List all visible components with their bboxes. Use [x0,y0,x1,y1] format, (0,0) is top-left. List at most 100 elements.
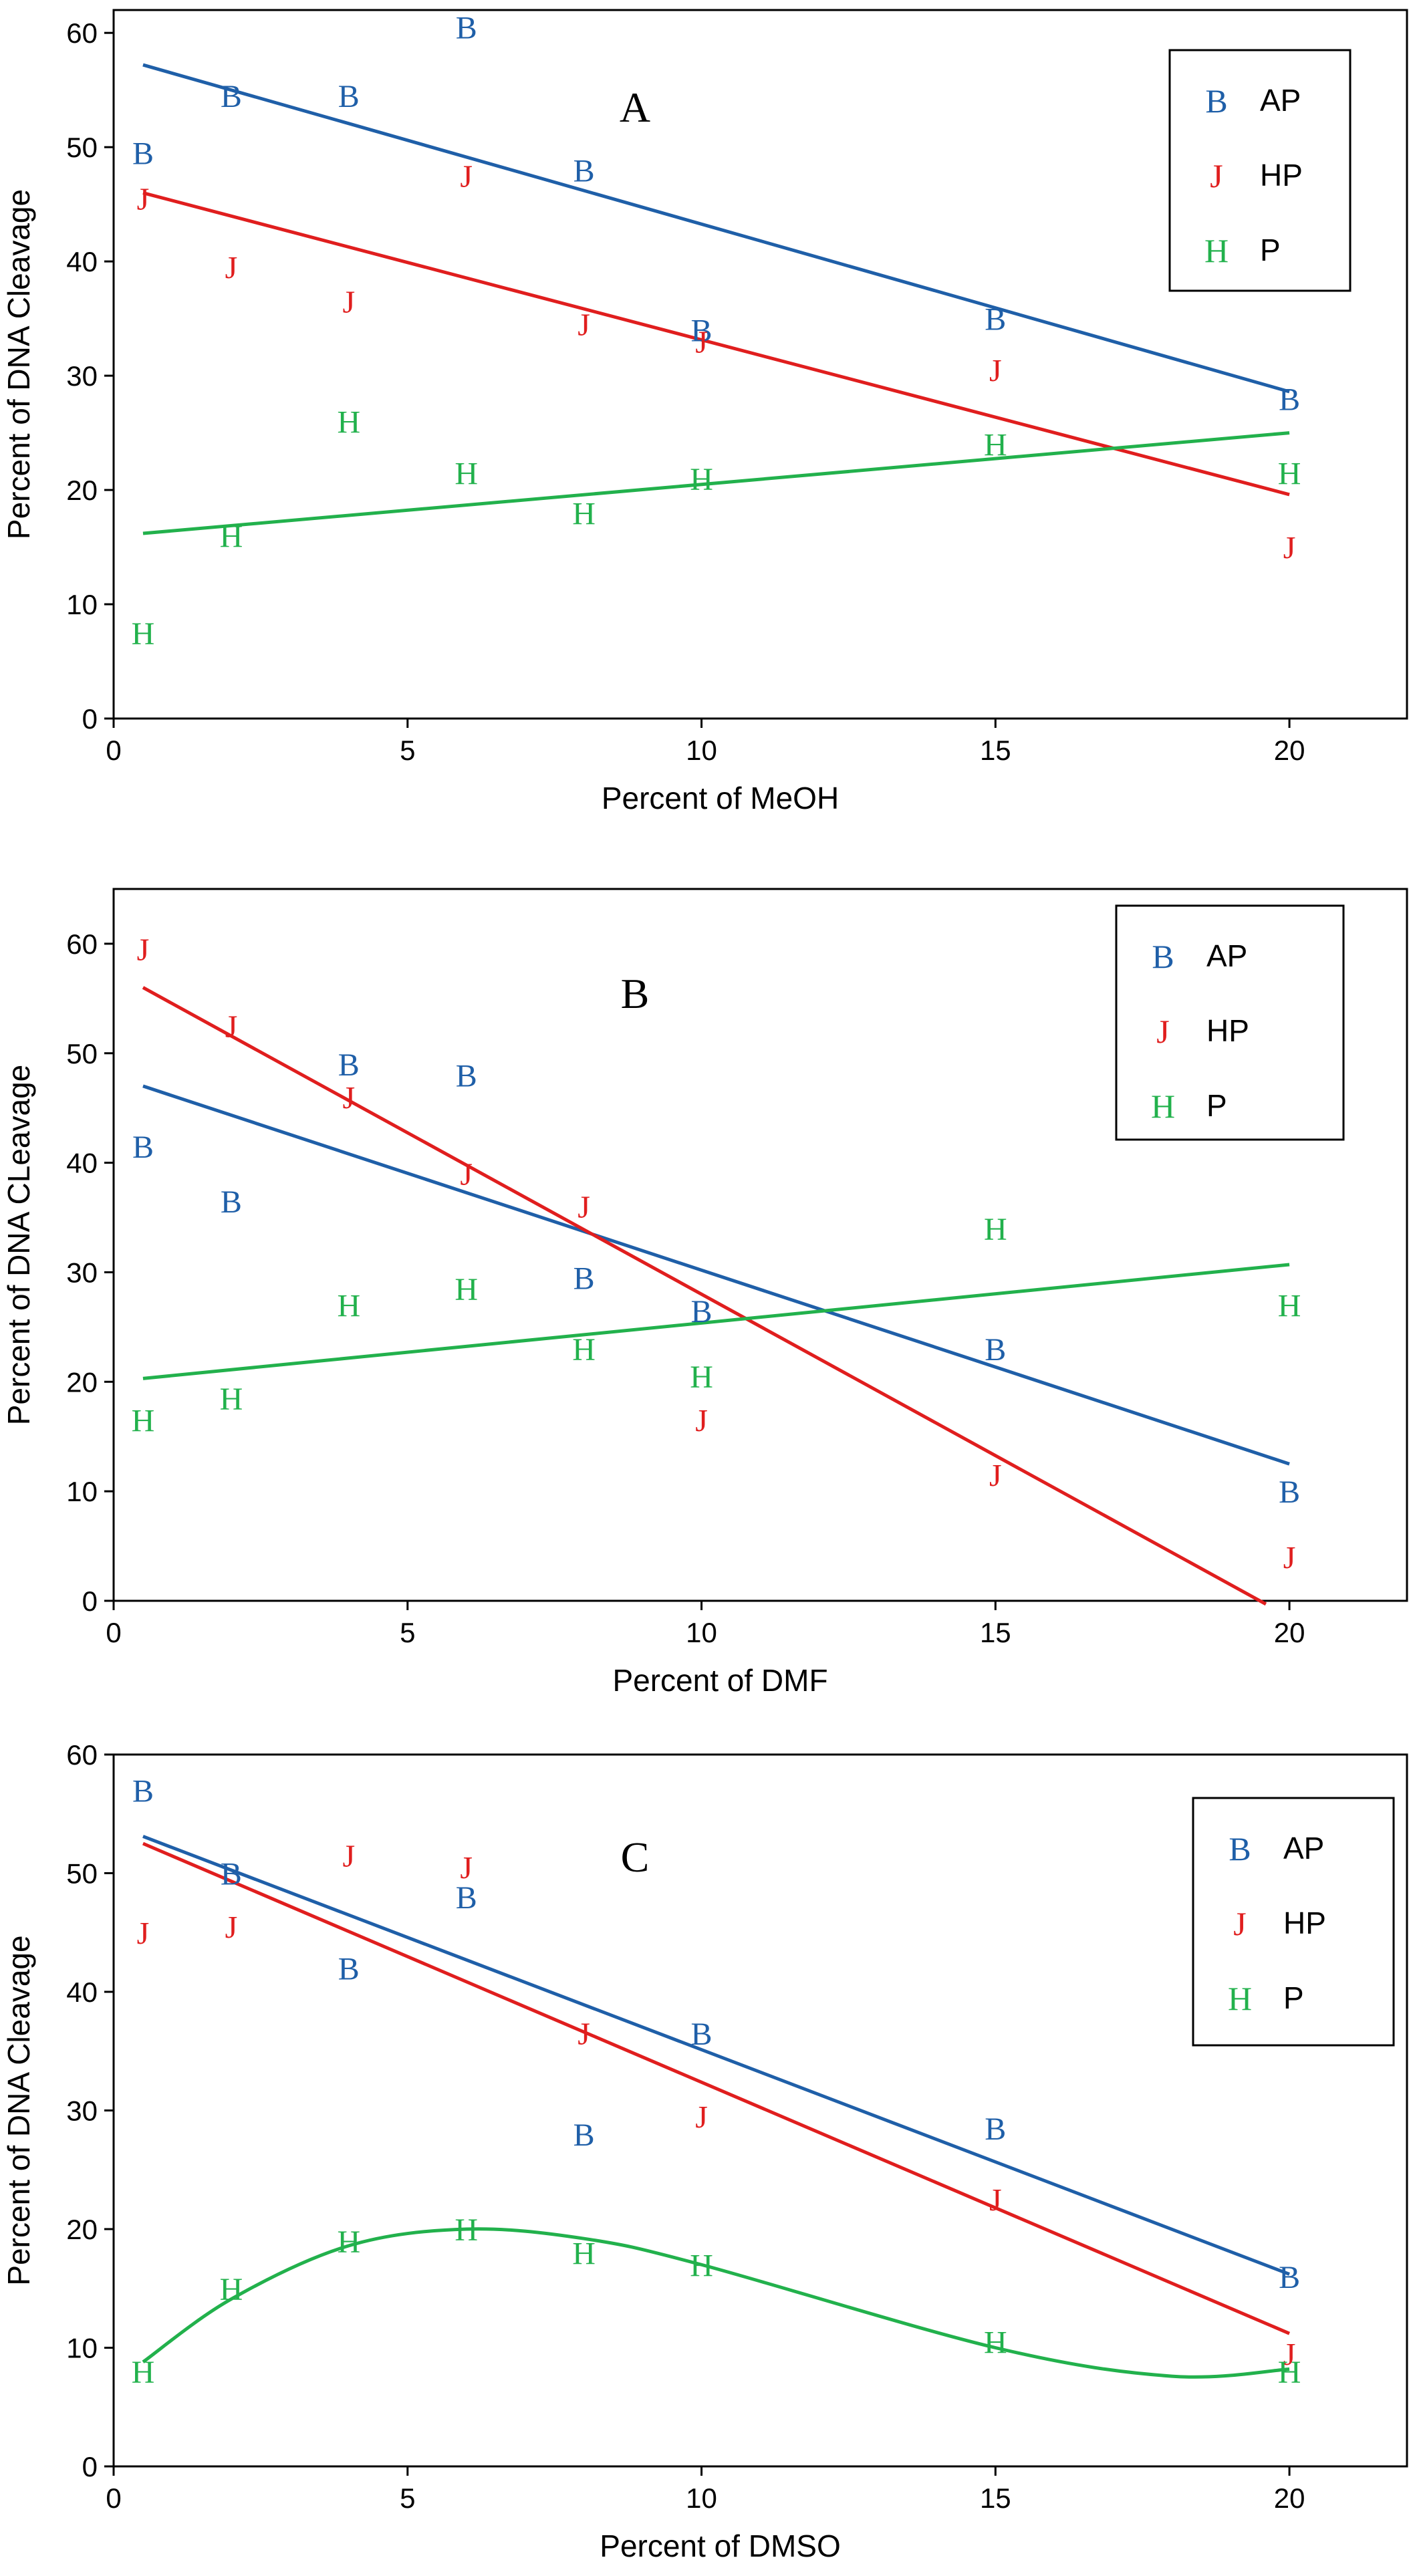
panel-label: A [620,84,650,131]
data-point-ap: B [985,2111,1006,2147]
y-tick-label: 0 [82,2451,98,2482]
chart-panel-c: 0 5 10 15 20 0 10 20 30 40 50 60 Percent of DMSO Perc… [1,1739,1408,2563]
legend: B APJ HPH P [1115,904,1345,1141]
data-point-hp: J [460,1157,473,1192]
x-tick-label: 15 [980,1617,1011,1648]
y-axis-title: Percent of DNA Cleavage [1,189,36,539]
data-point-p: H [220,1382,243,1417]
legend-box [1192,1797,1395,2047]
fit-line-hp [142,986,1267,1606]
data-point-ap: B [1279,2260,1300,2295]
y-tick-label: 40 [66,246,98,277]
data-point-p: H [220,519,243,554]
legend-label: HP [1283,1906,1326,1940]
data-point-p: H [572,2236,596,2272]
data-point-ap: B [132,1130,154,1165]
legend-label: HP [1260,158,1303,192]
data-point-ap: B [221,1184,242,1220]
legend-label: P [1283,1980,1304,2015]
data-point-hp: J [695,2099,708,2135]
legend-symbol: H [1204,232,1229,269]
fit-line-p [142,1263,1290,1380]
data-point-p: H [984,1212,1007,1247]
legend-symbol: J [1156,1013,1169,1050]
data-point-ap: B [456,1059,477,1094]
data-point-ap: B [132,136,154,172]
legend-symbol: B [1205,82,1227,120]
legend-label: P [1260,233,1281,267]
y-tick-label: 30 [66,2095,98,2127]
legend-symbol: J [1210,157,1223,195]
y-tick-label: 50 [66,1858,98,1890]
legend-symbol: B [1152,938,1174,975]
legend: B APJ HPH P [1168,49,1352,292]
y-tick-label: 60 [66,1739,98,1771]
y-tick-label: 20 [66,1366,98,1398]
data-point-p: H [337,1289,360,1324]
y-tick-label: 50 [66,1038,98,1069]
data-point-hp: J [1283,531,1296,566]
legend: B APJ HPH P [1192,1797,1395,2047]
data-point-ap: B [338,1047,360,1083]
x-axis-title: Percent of DMF [612,1663,827,1698]
x-tick-label: 5 [400,1617,415,1648]
data-point-p: H [690,462,713,497]
y-tick-label: 10 [66,1476,98,1507]
x-tick-label: 15 [980,735,1011,766]
data-point-hp: J [695,1404,708,1439]
y-tick-label: 0 [82,703,98,735]
data-point-hp: J [342,1839,355,1874]
y-tick-label: 10 [66,589,98,620]
y-axis-title: Percent of DNA CLeavage [1,1065,36,1426]
y-tick-label: 20 [66,475,98,506]
data-point-hp: J [225,251,238,286]
fit-line-hp [142,191,1290,497]
data-point-ap: B [985,302,1006,338]
data-point-ap: B [221,1857,242,1892]
fit-line-ap [142,63,1290,394]
x-tick-label: 5 [400,2482,415,2514]
data-point-ap: B [573,153,595,188]
y-tick-label: 60 [66,928,98,960]
y-tick-label: 30 [66,1257,98,1288]
data-point-hp: J [695,325,708,360]
x-tick-label: 5 [400,735,415,766]
legend-symbol: H [1151,1087,1175,1125]
data-point-ap: B [573,2117,595,2153]
x-tick-label: 0 [106,1617,121,1648]
data-point-p: H [132,616,155,652]
plot-frame [112,888,1408,1602]
data-point-p: H [455,1272,478,1307]
data-point-ap: B [691,313,713,349]
data-point-hp: J [137,182,150,217]
data-point-hp: J [989,2183,1002,2218]
data-point-hp: J [342,1080,355,1116]
y-tick-label: 40 [66,1976,98,2008]
legend-symbol: B [1229,1830,1251,1867]
data-point-ap: B [691,1294,713,1329]
legend-box [1168,49,1352,292]
data-point-p: H [572,496,596,531]
data-point-p: H [337,404,360,440]
x-tick-label: 10 [686,735,717,766]
legend-label: AP [1206,938,1247,973]
data-point-ap: B [338,1952,360,1987]
data-point-ap: B [691,2017,713,2052]
data-point-p: H [690,2248,713,2283]
x-tick-label: 20 [1274,1617,1305,1648]
data-point-hp: J [577,307,590,343]
x-tick-label: 0 [106,2482,121,2514]
fit-line-ap [142,1084,1290,1466]
data-point-hp: J [137,932,150,968]
fit-line-hp [142,1841,1291,2335]
legend-label: P [1206,1088,1227,1123]
fit-line-p [142,431,1290,535]
legend-label: AP [1283,1831,1324,1865]
data-point-ap: B [985,1332,1006,1368]
data-point-p: H [132,1404,155,1439]
chart-panel-a: 0 5 10 15 20 0 10 20 30 40 50 60 Percent of MeOH Perc… [1,9,1408,815]
fit-line-p [142,2227,1290,2379]
x-tick-label: 15 [980,2482,1011,2514]
data-point-p: H [220,2272,243,2307]
